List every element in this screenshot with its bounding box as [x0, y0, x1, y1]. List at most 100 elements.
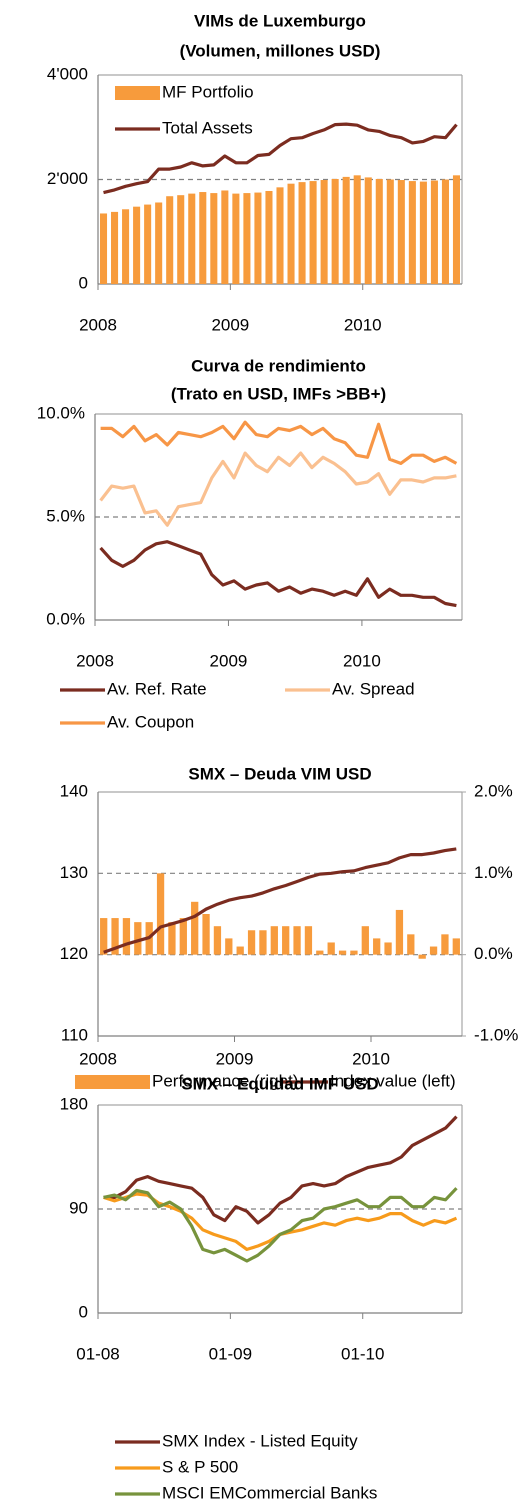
bar — [259, 930, 267, 955]
bar — [247, 930, 256, 955]
x-tick-label: 2008 — [79, 1049, 117, 1068]
line — [103, 122, 458, 195]
bar — [144, 204, 152, 284]
chart-title: SMX – Equidad IMF USD — [181, 1074, 378, 1093]
y-tick-label: 130 — [60, 863, 88, 882]
bar — [364, 177, 372, 284]
x-tick-label: 01-10 — [341, 1344, 384, 1363]
y-tick-label: 90 — [69, 1198, 88, 1217]
bar — [199, 192, 207, 284]
x-tick-label: 01-08 — [76, 1344, 119, 1363]
y-tick-label: 120 — [60, 944, 88, 963]
bar — [168, 922, 176, 955]
chart-subtitle: (Trato en USD, IMFs >BB+) — [171, 384, 386, 403]
x-tick-label: 2009 — [210, 651, 248, 670]
legend-label: Performance (right) — [152, 1071, 298, 1090]
legend-label: SMX Index - Listed Equity — [162, 1431, 358, 1450]
bar — [353, 175, 361, 284]
bar — [304, 926, 313, 955]
bar — [375, 178, 383, 284]
bar — [236, 946, 244, 955]
bar — [243, 193, 251, 284]
bar — [270, 926, 278, 955]
bar — [225, 938, 233, 955]
bar — [293, 926, 301, 955]
x-tick-label: 01-09 — [209, 1344, 252, 1363]
y2-tick-label: -1.0% — [474, 1025, 518, 1044]
y-tick-label: 4'000 — [47, 64, 88, 83]
bar — [202, 914, 210, 955]
bar — [407, 934, 415, 955]
chart-title: VIMs de Luxemburgo — [194, 11, 366, 30]
bar — [111, 918, 119, 955]
legend-label: Av. Ref. Rate — [107, 679, 207, 698]
bar — [361, 926, 369, 955]
bar — [338, 950, 347, 955]
legend-swatch — [115, 86, 160, 100]
bar — [191, 901, 199, 955]
bar — [320, 180, 328, 284]
legend-label: S & P 500 — [162, 1457, 238, 1476]
y-tick-label: 5.0% — [46, 506, 85, 525]
x-tick-label: 2010 — [352, 1049, 390, 1068]
bar — [276, 187, 284, 284]
bar — [384, 942, 392, 955]
bar — [430, 180, 438, 284]
bar — [298, 182, 306, 284]
y-tick-label: 0 — [79, 1302, 88, 1321]
line — [100, 420, 458, 465]
bar — [373, 938, 381, 955]
bar — [419, 181, 427, 284]
line — [103, 1187, 458, 1263]
legend-label: Total Assets — [162, 118, 253, 137]
bar — [452, 938, 460, 955]
bar — [99, 213, 108, 284]
y2-tick-label: 0.0% — [474, 944, 513, 963]
bar — [166, 196, 174, 284]
bar — [408, 181, 416, 284]
y-tick-label: 180 — [60, 1094, 88, 1113]
y-tick-label: 2'000 — [47, 169, 88, 188]
bar — [213, 926, 222, 955]
bar — [342, 176, 350, 284]
bar — [111, 211, 119, 284]
bar — [418, 954, 426, 959]
bar — [327, 942, 335, 955]
bar — [331, 178, 339, 284]
bar — [429, 946, 438, 955]
x-tick-label: 2010 — [343, 651, 381, 670]
bar — [177, 195, 185, 284]
legend-label: MSCI EMCommercial Banks — [162, 1483, 377, 1501]
line — [99, 540, 457, 608]
bar — [179, 918, 187, 955]
chart-title: SMX – Deuda VIM USD — [188, 764, 371, 783]
line — [103, 1115, 458, 1225]
bar — [210, 193, 218, 284]
bar — [441, 179, 449, 284]
y-tick-label: 10.0% — [37, 403, 85, 422]
bar — [386, 179, 394, 284]
bar — [397, 180, 405, 284]
y-tick-label: 0.0% — [46, 609, 85, 628]
chart-subtitle: (Volumen, millones USD) — [180, 41, 381, 60]
legend-label: Av. Spread — [332, 679, 415, 698]
y-tick-label: 0 — [79, 273, 88, 292]
y2-tick-label: 1.0% — [474, 863, 513, 882]
bar — [309, 181, 317, 284]
bar — [316, 950, 324, 955]
bar — [122, 209, 130, 284]
bar — [265, 190, 273, 284]
chart-title: Curva de rendimiento — [191, 356, 366, 375]
x-tick-label: 2008 — [76, 651, 114, 670]
x-tick-label: 2010 — [344, 315, 382, 334]
bar — [221, 190, 229, 284]
line — [99, 451, 457, 527]
y2-tick-label: 2.0% — [474, 781, 513, 800]
bar — [441, 934, 449, 955]
bar — [188, 193, 196, 284]
bar — [232, 193, 240, 284]
x-tick-label: 2009 — [216, 1049, 254, 1068]
bar — [282, 926, 290, 955]
y-tick-label: 140 — [60, 781, 88, 800]
